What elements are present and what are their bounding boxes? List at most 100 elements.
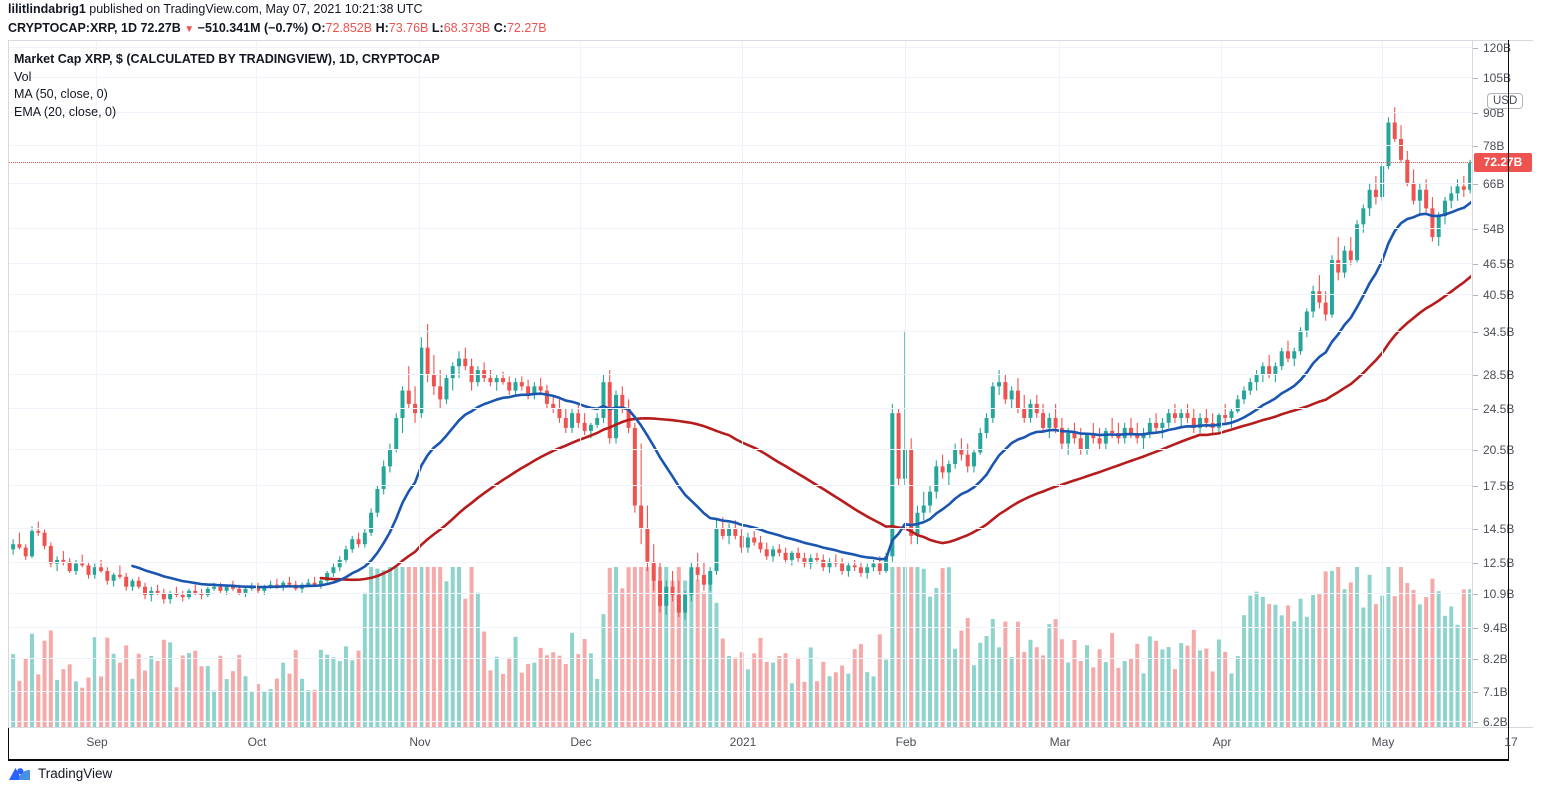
vertical-gridline <box>1382 41 1383 727</box>
volume-bar <box>833 672 838 727</box>
volume-bar <box>1091 667 1096 727</box>
price-axis-tick <box>1473 375 1478 377</box>
candle-body <box>777 549 782 553</box>
volume-bar <box>1392 596 1397 727</box>
horizontal-gridline <box>9 144 1472 146</box>
legend-volume[interactable]: Vol <box>14 69 32 84</box>
candle-body <box>155 590 160 593</box>
volume-bar <box>1179 643 1184 727</box>
low-value: 68.373B <box>443 21 491 35</box>
price-axis-label: 7.1B <box>1483 684 1508 699</box>
candle-body <box>1078 438 1083 450</box>
volume-bar <box>959 630 964 727</box>
volume-bar <box>186 653 191 727</box>
volume-bar <box>865 672 870 727</box>
volume-bar <box>318 649 323 727</box>
volume-bar <box>174 687 179 727</box>
candle-body <box>193 590 198 593</box>
volume-bar <box>1154 641 1159 727</box>
candle-body <box>852 565 857 568</box>
volume-bar <box>205 666 210 727</box>
volume-bar <box>1009 657 1014 727</box>
candle-body <box>890 413 895 557</box>
candle-body <box>601 382 606 418</box>
volume-bar <box>664 567 669 727</box>
candle-body <box>111 574 116 581</box>
volume-bar <box>136 653 141 727</box>
price-axis-tick <box>1473 593 1478 595</box>
volume-bar <box>714 602 719 727</box>
horizontal-gridline <box>9 46 1472 48</box>
volume-bars <box>11 567 1471 727</box>
candle-body <box>588 424 593 431</box>
price-axis-tick <box>1473 294 1478 296</box>
volume-bar <box>1110 633 1115 727</box>
candle-body <box>978 432 983 453</box>
volume-bar <box>1128 658 1133 727</box>
candle-body <box>1348 250 1353 261</box>
candle-body <box>802 558 807 564</box>
chart-plot-area[interactable] <box>8 40 1511 728</box>
price-axis[interactable]: 120B 105B 90B 78B 66B 54B 46.5B 40.5B 34.5B 28.5B… <box>1472 40 1533 729</box>
volume-bar <box>1304 616 1309 727</box>
candle-body <box>1355 224 1360 261</box>
current-price-badge[interactable]: 72.27B <box>1474 153 1532 173</box>
volume-bar <box>1204 648 1209 727</box>
volume-bar <box>1267 604 1272 727</box>
candle-body <box>73 563 78 572</box>
volume-bar <box>199 666 204 727</box>
volume-bar <box>274 678 279 727</box>
candle-body <box>764 549 769 557</box>
volume-bar <box>1160 649 1165 727</box>
price-axis-tick <box>1473 562 1478 564</box>
candle-body <box>940 466 945 473</box>
candle-body <box>796 552 801 559</box>
volume-bar <box>375 568 380 727</box>
volume-bar <box>783 653 788 727</box>
price-axis-label: 10.9B <box>1483 586 1515 601</box>
candle-body <box>48 545 53 564</box>
candle-body <box>664 586 669 606</box>
candlestick-chart[interactable] <box>9 41 1471 727</box>
volume-bar <box>626 567 631 727</box>
volume-bar <box>287 673 292 727</box>
volume-bar <box>1072 640 1077 727</box>
candle-body <box>406 390 411 404</box>
candle-body <box>1342 250 1347 273</box>
candle-body <box>1254 374 1259 383</box>
volume-bar <box>80 687 85 727</box>
volume-bar <box>224 679 229 727</box>
candle-body <box>400 390 405 418</box>
volume-bar <box>92 637 97 727</box>
price-axis-tick <box>1473 229 1478 231</box>
price-axis-label: 90B <box>1483 106 1505 121</box>
volume-bar <box>670 580 675 727</box>
horizontal-gridline <box>9 449 1472 451</box>
volume-bar <box>588 653 593 727</box>
candle-body <box>639 505 644 528</box>
high-value: 73.76B <box>388 21 429 35</box>
candle-body <box>959 449 964 455</box>
candle-body <box>99 567 104 572</box>
candle-body <box>1292 351 1297 359</box>
volume-bar <box>419 567 424 727</box>
candle-body <box>281 582 286 587</box>
volume-bar <box>1386 567 1391 727</box>
legend-ema20[interactable]: EMA (20, close, 0) <box>14 104 117 119</box>
price-axis-label: 9.4B <box>1483 620 1508 635</box>
candle-body <box>1085 435 1090 450</box>
candle-body <box>877 563 882 572</box>
price-axis-label: 46.5B <box>1483 256 1515 271</box>
volume-bar <box>840 665 845 727</box>
legend-ma50[interactable]: MA (50, close, 0) <box>14 87 108 101</box>
tradingview-wordmark: TradingView <box>38 766 113 781</box>
volume-bar <box>632 567 637 727</box>
candle-body <box>1172 413 1177 418</box>
candle-body <box>563 417 568 428</box>
candle-body <box>1449 193 1454 201</box>
volume-bar <box>494 656 499 727</box>
volume-bar <box>369 567 374 727</box>
candle-body <box>1110 430 1115 433</box>
time-axis[interactable]: Sep Oct Nov Dec 2021 Feb Mar Apr May 17 <box>8 728 1518 761</box>
volume-bar <box>1122 661 1127 727</box>
